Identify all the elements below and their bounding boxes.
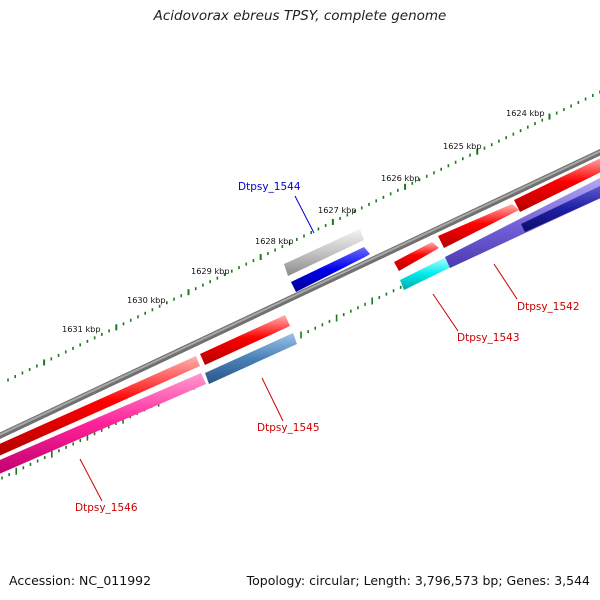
gene-label[interactable]: Dtpsy_1545 [257, 422, 320, 434]
grey-feature [284, 229, 364, 276]
genome-backbone-highlight [0, 150, 600, 436]
blue-feature-dtpsy-1544 [291, 247, 370, 292]
gene-label[interactable]: Dtpsy_1546 [75, 502, 138, 514]
forward-cds-feature [394, 242, 439, 271]
steel-feature-dtpsy-1545 [205, 333, 297, 384]
gene-leader-line [79, 458, 103, 502]
gene-callout-group: Dtpsy_1542 Dtpsy_1543 Dtpsy_1544 Dtpsy_1545… [75, 181, 580, 514]
kbp-label: 1624 kbp [506, 108, 545, 118]
kbp-label: 1631 kbp [62, 324, 101, 334]
gene-label[interactable]: Dtpsy_1542 [517, 301, 580, 313]
magenta-feature-dtpsy-1546 [0, 373, 206, 474]
kbp-label: 1628 kbp [255, 236, 294, 246]
gene-leader-line [261, 377, 284, 422]
forward-cds-feature [200, 315, 290, 365]
gene-leader-line [493, 263, 518, 300]
kbp-label: 1625 kbp [443, 141, 482, 151]
kbp-label: 1627 kbp [318, 205, 357, 215]
cyan-feature-dtpsy-1543 [400, 257, 451, 290]
forward-cds-feature [438, 204, 519, 248]
gene-leader-line [294, 195, 315, 234]
outer-tick-ring [7, 90, 600, 382]
kbp-label: 1629 kbp [191, 266, 230, 276]
map-title: Acidovorax ebreus TPSY, complete genome [153, 8, 447, 24]
forward-cds-feature [514, 158, 600, 212]
genome-summary: Topology: circular; Length: 3,796,573 bp… [246, 573, 590, 588]
purple-feature-dtpsy-1542 [445, 178, 600, 268]
gene-leader-line [432, 293, 459, 332]
gene-label[interactable]: Dtpsy_1544 [238, 181, 301, 193]
forward-cds-track [0, 158, 600, 456]
accession-label: Accession: NC_011992 [9, 573, 152, 588]
kbp-label: 1630 kbp [127, 295, 166, 305]
kbp-label: 1626 kbp [381, 173, 420, 183]
navy-feature [521, 186, 600, 232]
forward-cds-feature [0, 356, 200, 456]
gene-label[interactable]: Dtpsy_1543 [457, 332, 520, 344]
kbp-label-group: 1624 kbp 1625 kbp 1626 kbp 1627 kbp 1628 kbp… [62, 108, 545, 334]
